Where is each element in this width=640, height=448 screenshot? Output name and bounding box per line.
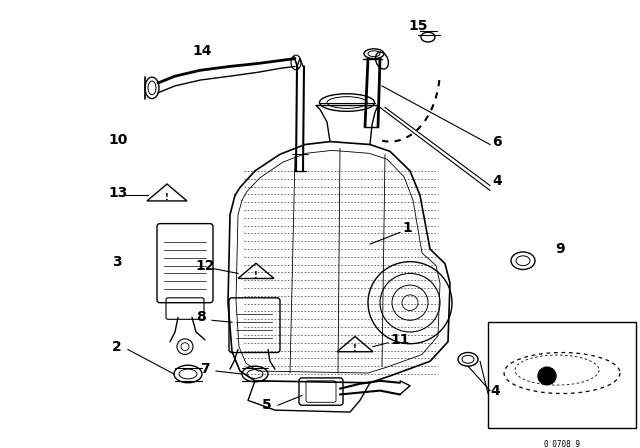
Text: 15: 15 (408, 19, 428, 33)
Text: 4: 4 (490, 383, 500, 397)
Text: 10: 10 (108, 133, 127, 146)
Text: 2: 2 (112, 340, 122, 353)
Text: 12: 12 (195, 258, 214, 272)
Text: 8: 8 (196, 310, 205, 324)
Text: 0_0708_9: 0_0708_9 (543, 439, 580, 448)
Text: 6: 6 (492, 134, 502, 149)
Text: !: ! (353, 344, 357, 353)
Text: 7: 7 (200, 362, 210, 376)
Text: 13: 13 (108, 186, 127, 200)
Text: !: ! (165, 193, 169, 202)
Text: 4: 4 (492, 174, 502, 188)
Text: !: ! (254, 271, 258, 280)
Text: 14: 14 (192, 44, 211, 58)
Text: 9: 9 (555, 242, 564, 256)
Circle shape (538, 367, 556, 385)
Text: 1: 1 (402, 220, 412, 234)
Text: 3: 3 (112, 255, 122, 269)
Bar (488, 322, 636, 428)
Text: 5: 5 (262, 398, 272, 412)
Text: 11: 11 (390, 333, 410, 347)
